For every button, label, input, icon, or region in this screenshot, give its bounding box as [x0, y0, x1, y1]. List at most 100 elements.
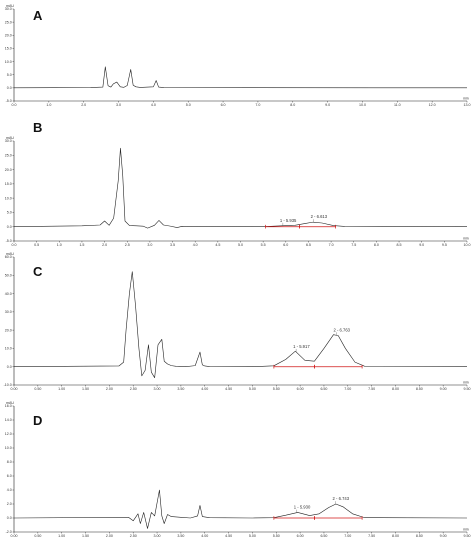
y-tick-label: 0.0 — [7, 516, 12, 520]
y-tick-label: 30.0 — [5, 310, 12, 314]
x-tick-label: 2.0 — [81, 103, 86, 107]
y-tick-label: -10.0 — [4, 383, 12, 387]
peak-label: 2 - 6.613 — [311, 214, 328, 219]
x-tick-label: 10.0 — [464, 243, 471, 247]
y-tick-label: -2.0 — [6, 530, 12, 534]
y-tick-label: 10.0 — [5, 446, 12, 450]
x-tick-label: 7.00 — [344, 387, 351, 391]
x-tick-label: 8.5 — [397, 243, 402, 247]
panel-c: -10.0 0.0 10.0 20.0 30.0 40.0 50.0 60.0 0.00 0.50… — [4, 252, 471, 391]
x-tick-label: 6.0 — [221, 103, 226, 107]
y-tick-label: 8.0 — [7, 460, 12, 464]
peak-label: 2 - 6.763 — [333, 327, 350, 332]
x-tick-label: 4.0 — [151, 103, 156, 107]
x-tick-label: 4.00 — [201, 387, 208, 391]
x-tick-label: 5.0 — [186, 103, 191, 107]
x-tick-label: 8.00 — [392, 387, 399, 391]
chromatogram-trace — [13, 66, 468, 89]
x-tick-label: 2.00 — [106, 387, 113, 391]
x-tick-label: 9.0 — [419, 243, 424, 247]
x-unit-label: min — [463, 381, 469, 385]
x-tick-label: 4.00 — [201, 534, 208, 538]
x-tick-label: 7.0 — [329, 243, 334, 247]
x-tick-label: 8.50 — [416, 387, 423, 391]
chromatogram-trace — [13, 271, 468, 378]
x-tick-label: 1.50 — [82, 534, 89, 538]
y-tick-label: 6.0 — [7, 474, 12, 478]
y-tick-label: 5.0 — [7, 73, 12, 77]
x-tick-label: 7.50 — [368, 387, 375, 391]
y-tick-label: 20.0 — [5, 328, 12, 332]
x-tick-label: 2.50 — [130, 534, 137, 538]
x-tick-label: 8.00 — [392, 534, 399, 538]
axis-frame — [13, 406, 467, 533]
x-tick-label: 6.00 — [297, 387, 304, 391]
x-tick-label: 9.00 — [440, 534, 447, 538]
x-tick-label: 5.0 — [238, 243, 243, 247]
y-tick-label: -5.0 — [6, 99, 12, 103]
y-tick-label: 40.0 — [5, 292, 12, 296]
y-tick-label: 15.0 — [5, 47, 12, 51]
x-tick-label: 4.50 — [225, 534, 232, 538]
x-tick-label: 3.50 — [177, 534, 184, 538]
x-tick-label: 2.5 — [125, 243, 130, 247]
x-tick-label: 9.0 — [325, 103, 330, 107]
x-tick-label: 0.00 — [11, 387, 18, 391]
x-tick-label: 2.00 — [106, 534, 113, 538]
x-tick-label: 13.0 — [464, 103, 471, 107]
x-tick-label: 0.0 — [12, 103, 17, 107]
x-tick-label: 0.5 — [34, 243, 39, 247]
y-tick-label: 10.0 — [5, 347, 12, 351]
x-tick-label: 6.50 — [320, 387, 327, 391]
x-tick-label: 12.0 — [429, 103, 436, 107]
x-tick-label: 6.00 — [297, 534, 304, 538]
y-tick-label: 50.0 — [5, 273, 12, 277]
y-tick-label: 16.0 — [5, 404, 12, 408]
y-tick-label: 0.0 — [7, 86, 12, 90]
x-tick-label: 9.50 — [464, 534, 471, 538]
x-tick-label: 4.5 — [215, 243, 220, 247]
y-tick-label: 25.0 — [5, 153, 12, 157]
x-tick-label: 1.0 — [46, 103, 51, 107]
x-tick-label: 9.00 — [440, 387, 447, 391]
x-tick-label: 2.50 — [130, 387, 137, 391]
y-unit-label: mAU — [6, 4, 14, 8]
x-tick-label: 7.5 — [351, 243, 356, 247]
x-tick-label: 2.0 — [102, 243, 107, 247]
x-tick-label: 1.50 — [82, 387, 89, 391]
x-unit-label: min — [463, 528, 469, 532]
x-tick-label: 6.0 — [283, 243, 288, 247]
x-tick-label: 1.5 — [79, 243, 84, 247]
x-tick-label: 3.0 — [116, 103, 121, 107]
x-tick-label: 8.0 — [290, 103, 295, 107]
y-tick-label: 4.0 — [7, 488, 12, 492]
x-tick-label: 4.50 — [225, 387, 232, 391]
x-tick-label: 8.0 — [374, 243, 379, 247]
y-tick-label: 15.0 — [5, 182, 12, 186]
x-tick-label: 3.5 — [170, 243, 175, 247]
x-tick-label: 9.50 — [464, 387, 471, 391]
y-tick-label: -5.0 — [6, 239, 12, 243]
x-tick-label: 9.5 — [442, 243, 447, 247]
x-tick-label: 1.00 — [58, 534, 65, 538]
panel-b: -5.00.05.010.015.020.025.030.00.0 0.5 1.0 1… — [5, 120, 471, 247]
x-tick-label: 6.5 — [306, 243, 311, 247]
x-tick-label: 7.50 — [368, 534, 375, 538]
x-tick-label: 3.50 — [177, 387, 184, 391]
x-tick-label: 5.00 — [249, 534, 256, 538]
panel-letter: D — [33, 413, 42, 428]
panel-letter: C — [33, 264, 43, 279]
x-tick-label: 3.00 — [154, 534, 161, 538]
x-tick-label: 1.0 — [57, 243, 62, 247]
y-tick-label: 0.0 — [7, 225, 12, 229]
peak-label: 1 - 5.935 — [280, 218, 297, 223]
x-tick-label: 5.00 — [249, 387, 256, 391]
y-tick-label: 30.0 — [5, 139, 12, 143]
y-tick-label: 14.0 — [5, 418, 12, 422]
y-tick-label: 30.0 — [5, 7, 12, 11]
axis-frame — [13, 9, 467, 102]
axis-frame — [13, 257, 467, 386]
chromatogram-trace — [13, 489, 468, 529]
panel-a: -5.00.05.010.015.020.025.030.00.0 1.0 2.0 3… — [5, 4, 471, 107]
